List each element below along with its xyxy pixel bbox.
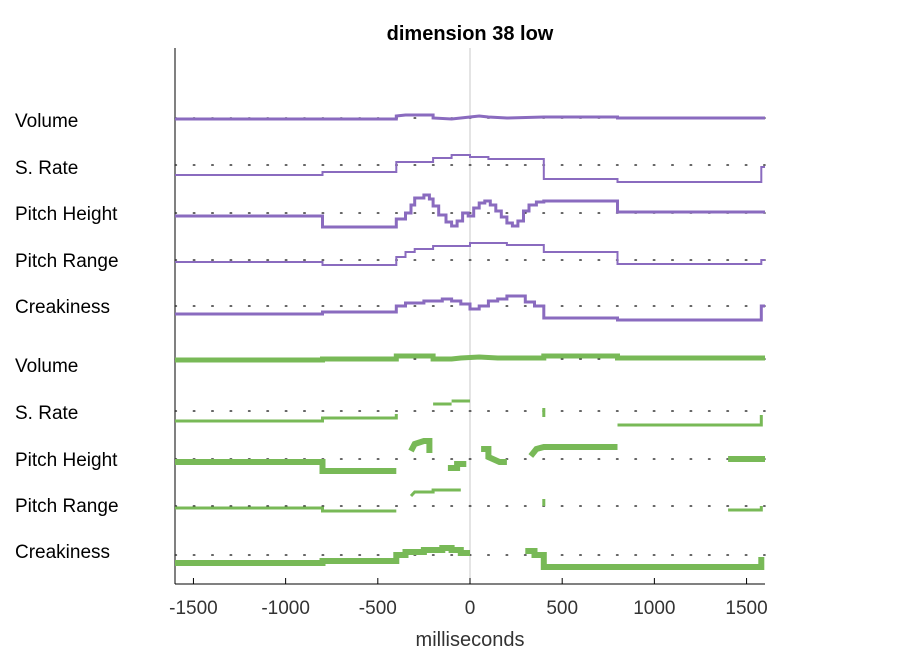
x-tick-label: -1500 — [169, 598, 218, 619]
x-tick-label: 500 — [546, 598, 578, 619]
series-line-green-s-rate — [175, 414, 398, 423]
x-tick-label: -500 — [359, 598, 397, 619]
series-line-purple-s-rate — [175, 154, 765, 183]
series-segment — [408, 438, 433, 453]
series-segment — [528, 444, 618, 458]
row-label: S. Rate — [15, 158, 78, 179]
row-label: Volume — [15, 356, 78, 377]
series-line-green-pitch-height — [175, 459, 397, 474]
series-segment — [481, 446, 507, 465]
series-layer — [175, 113, 765, 570]
series-line-purple-volume — [175, 113, 765, 121]
row-label: Pitch Range — [15, 496, 119, 517]
x-tick-label: 0 — [465, 598, 476, 619]
x-axis-label: milliseconds — [416, 629, 525, 651]
x-tick-label: 1500 — [725, 598, 767, 619]
plot-frame — [174, 48, 765, 585]
series-segment — [447, 461, 467, 471]
x-ticks: -1500 -1000 -500 0 500 1000 1500 — [169, 578, 768, 619]
series-line-green-volume — [175, 353, 765, 363]
row-label: Volume — [15, 111, 78, 132]
row-label: Pitch Height — [15, 204, 118, 225]
series-line-purple-creakiness — [175, 294, 765, 322]
row-label: Pitch Height — [15, 450, 118, 471]
series-line-purple-pitch-height — [175, 193, 765, 229]
series-segment — [617, 415, 763, 427]
series-segment — [728, 506, 763, 512]
series-line-green-creakiness — [175, 545, 470, 566]
x-tick-label: -1000 — [261, 598, 310, 619]
series-segment — [409, 488, 461, 498]
series-line-purple-pitch-range — [175, 242, 765, 266]
series-segment — [525, 548, 765, 570]
series-line-green-pitch-range — [175, 506, 397, 513]
row-label: Creakiness — [15, 297, 110, 318]
row-labels: Volume S. Rate Pitch Height Pitch Range Crea… — [15, 111, 119, 563]
row-label: Creakiness — [15, 542, 110, 563]
x-tick-label: 1000 — [633, 598, 675, 619]
row-label: S. Rate — [15, 403, 78, 424]
chart-title: dimension 38 low — [387, 23, 554, 45]
row-label: Pitch Range — [15, 251, 119, 272]
